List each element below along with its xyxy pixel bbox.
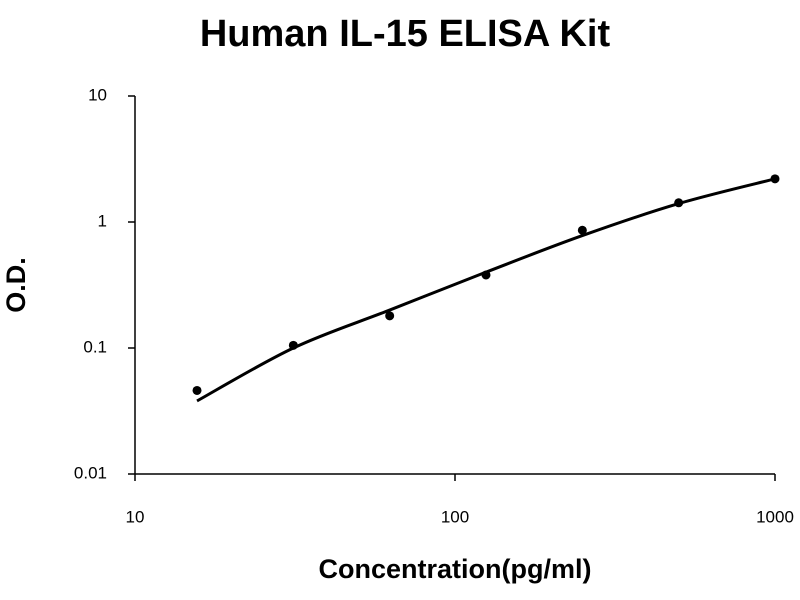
fit-curve (196, 177, 776, 403)
x-axis-label: Concentration(pg/ml) (319, 554, 592, 584)
y-tick-label: 0.01 (74, 463, 107, 482)
data-point (577, 225, 587, 235)
y-tick-label: 1 (98, 211, 107, 230)
y-axis-label: O.D. (1, 257, 31, 313)
x-tick-label: 10 (126, 507, 145, 526)
y-tick-label: 0.1 (83, 337, 107, 356)
x-tick-label: 100 (441, 507, 469, 526)
chart-title: Human IL-15 ELISA Kit (200, 13, 611, 55)
data-point (385, 311, 395, 321)
data-point (192, 385, 202, 395)
y-tick-label: 10 (88, 85, 107, 104)
x-tick-label: 1000 (756, 507, 794, 526)
